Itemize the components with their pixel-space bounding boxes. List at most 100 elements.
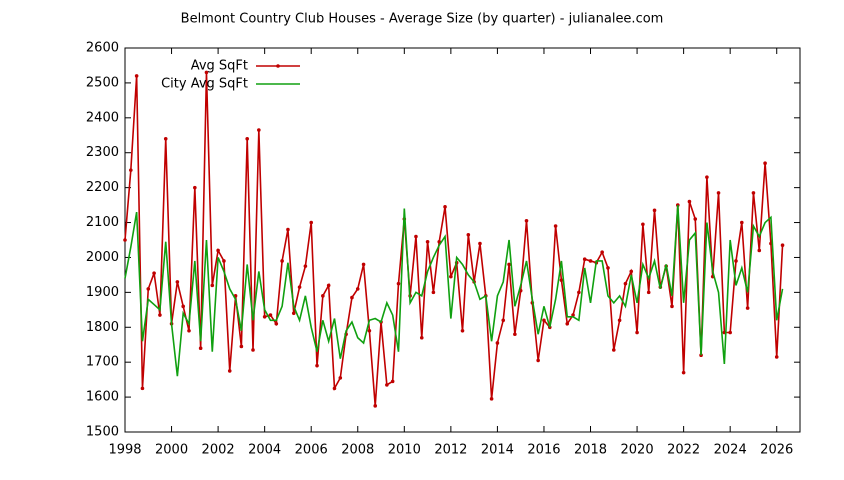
x-tick-label: 2022 <box>667 443 700 458</box>
point <box>524 219 529 223</box>
point <box>693 217 698 221</box>
y-tick-label: 1800 <box>86 320 119 335</box>
point <box>321 294 325 298</box>
point <box>146 287 151 291</box>
y-tick-label: 1900 <box>86 285 119 300</box>
point <box>419 335 424 340</box>
y-tick-label: 2300 <box>86 145 119 160</box>
x-tick-label: 2000 <box>155 443 188 458</box>
point <box>262 315 267 319</box>
x-tick-label: 2006 <box>295 443 328 458</box>
point <box>286 227 290 232</box>
y-tick-label: 2100 <box>86 215 119 230</box>
point <box>425 239 430 244</box>
point <box>536 358 540 363</box>
legend-marker <box>276 64 280 68</box>
point <box>646 290 651 295</box>
point <box>629 269 634 274</box>
point <box>123 238 127 242</box>
point <box>489 397 494 401</box>
chart-title: Belmont Country Club Houses - Average Si… <box>181 12 664 27</box>
point <box>291 311 296 316</box>
point <box>303 264 308 268</box>
point <box>478 241 482 246</box>
point <box>670 304 674 309</box>
point <box>390 379 395 384</box>
point <box>309 220 314 225</box>
point <box>705 175 709 179</box>
x-tick-label: 2026 <box>760 443 793 458</box>
series-line <box>124 205 784 377</box>
point <box>367 328 372 333</box>
series-line <box>124 72 784 406</box>
point <box>542 318 546 323</box>
point <box>181 304 185 309</box>
point <box>227 369 232 373</box>
point <box>129 168 133 172</box>
point <box>460 328 465 333</box>
point <box>373 404 378 408</box>
point <box>326 283 331 288</box>
point <box>617 318 622 323</box>
point <box>507 262 511 267</box>
x-tick-label: 2012 <box>434 443 467 458</box>
point <box>315 363 319 368</box>
point <box>588 259 593 263</box>
point <box>466 232 471 237</box>
x-tick-label: 2018 <box>574 443 607 458</box>
point <box>635 330 639 335</box>
point <box>728 330 732 335</box>
x-tick-label: 2010 <box>388 443 421 458</box>
point <box>559 278 564 282</box>
point <box>606 266 610 270</box>
point <box>565 321 570 326</box>
point <box>251 348 255 352</box>
point <box>385 383 389 387</box>
x-tick-label: 2020 <box>621 443 654 458</box>
point <box>681 370 686 375</box>
point <box>623 281 628 286</box>
point <box>414 234 418 239</box>
point <box>745 306 750 310</box>
point <box>763 161 767 165</box>
point <box>716 191 721 195</box>
point <box>257 128 261 132</box>
point <box>652 208 657 213</box>
point <box>641 222 645 227</box>
point <box>158 313 162 317</box>
point <box>751 191 756 195</box>
point <box>780 243 785 248</box>
x-tick-label: 2002 <box>202 443 235 458</box>
plot-border <box>124 47 801 433</box>
point <box>134 74 139 78</box>
point <box>571 313 575 317</box>
x-tick-label: 2004 <box>248 443 281 458</box>
point <box>297 285 302 289</box>
x-tick-label: 2024 <box>714 443 747 458</box>
legend-label: Avg SqFt <box>191 59 248 74</box>
point <box>600 250 604 255</box>
point <box>245 136 249 141</box>
point <box>140 386 145 391</box>
point <box>443 205 447 209</box>
point <box>204 70 209 75</box>
legend-label: City Avg SqFt <box>161 77 248 92</box>
y-tick-label: 2200 <box>86 180 119 195</box>
point <box>513 332 517 337</box>
point <box>495 341 500 345</box>
point <box>274 321 279 326</box>
point <box>774 355 779 359</box>
point <box>361 262 366 267</box>
point <box>740 220 744 225</box>
point <box>163 136 168 141</box>
point <box>757 248 762 253</box>
x-tick-label: 1998 <box>108 443 141 458</box>
point <box>210 283 215 288</box>
point <box>687 199 692 204</box>
y-tick-label: 2600 <box>86 41 119 56</box>
point <box>198 346 203 351</box>
x-tick-label: 2014 <box>481 443 514 458</box>
point <box>175 280 180 284</box>
